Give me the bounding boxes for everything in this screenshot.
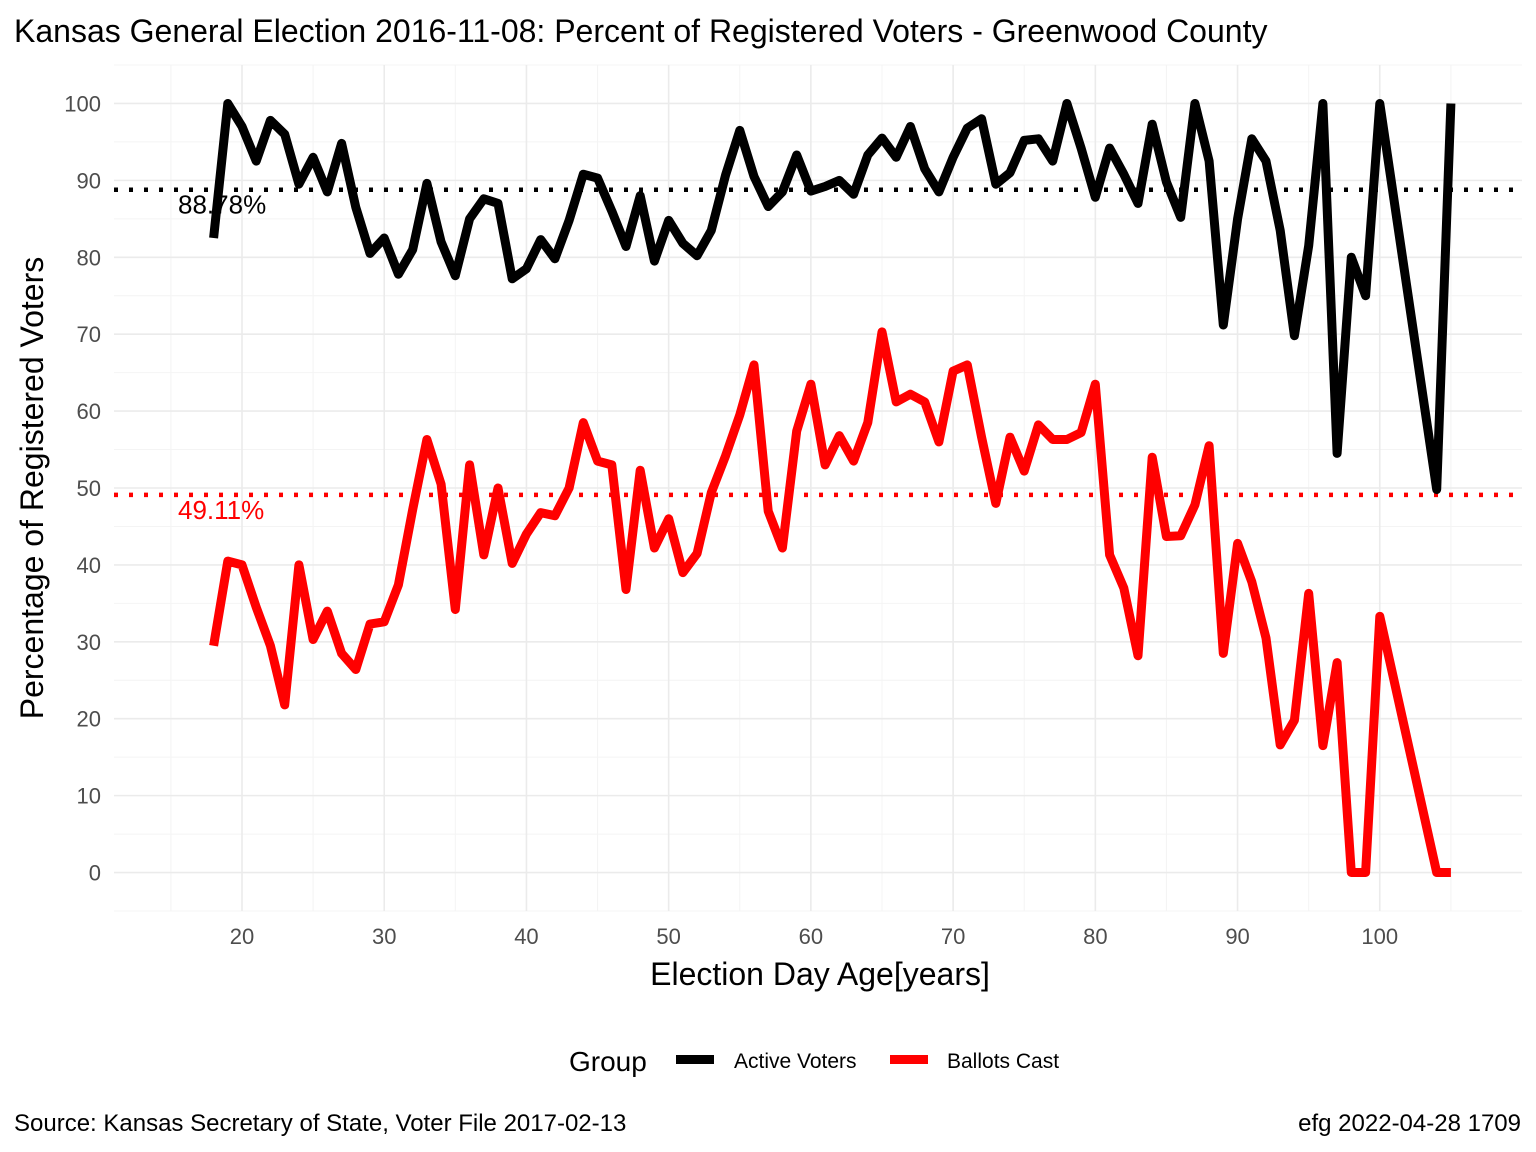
x-tick-label: 50 xyxy=(656,924,680,949)
legend-title: Group xyxy=(569,1046,647,1077)
y-tick-label: 100 xyxy=(64,91,101,116)
x-tick-label: 30 xyxy=(372,924,396,949)
y-axis-title: Percentage of Registered Voters xyxy=(14,257,50,720)
credit-caption: efg 2022-04-28 1709 xyxy=(1298,1110,1521,1137)
legend-key-active-voters xyxy=(676,1055,714,1064)
y-axis-tick-labels: 0 10 20 30 40 50 60 70 80 90 100 xyxy=(64,91,101,885)
y-tick-label: 10 xyxy=(77,784,101,809)
x-tick-label: 60 xyxy=(799,924,823,949)
y-tick-label: 30 xyxy=(77,630,101,655)
active-voters-line xyxy=(209,99,1456,494)
x-tick-label: 70 xyxy=(941,924,965,949)
x-tick-label: 20 xyxy=(230,924,254,949)
gridlines xyxy=(114,64,1522,912)
y-tick-label: 70 xyxy=(77,322,101,347)
ballots-cast-line xyxy=(209,327,1451,877)
reference-label-1: 49.11% xyxy=(178,495,264,525)
y-tick-label: 80 xyxy=(77,245,101,270)
series-lines xyxy=(209,99,1456,877)
y-tick-label: 20 xyxy=(77,707,101,732)
y-tick-label: 50 xyxy=(77,476,101,501)
x-tick-label: 80 xyxy=(1083,924,1107,949)
x-axis-tick-labels: 20 30 40 50 60 70 80 90 100 xyxy=(230,924,1398,949)
legend-key-ballots-cast xyxy=(890,1055,928,1064)
source-caption: Source: Kansas Secretary of State, Voter… xyxy=(14,1110,626,1137)
reference-label-0: 88.78% xyxy=(178,190,266,220)
reference-lines xyxy=(114,187,1522,498)
plot-panel: 88.78% 49.11% xyxy=(114,64,1522,912)
legend: Group Active Voters Ballots Cast xyxy=(569,1046,1059,1077)
legend-label-active-voters: Active Voters xyxy=(734,1050,857,1073)
legend-label-ballots-cast: Ballots Cast xyxy=(947,1050,1059,1073)
chart-title: Kansas General Election 2016-11-08: Perc… xyxy=(14,13,1267,49)
y-tick-label: 60 xyxy=(77,399,101,424)
y-tick-label: 90 xyxy=(77,168,101,193)
x-axis-title: Election Day Age[years] xyxy=(650,956,990,992)
x-tick-label: 100 xyxy=(1361,924,1398,949)
x-tick-label: 90 xyxy=(1225,924,1249,949)
y-tick-label: 0 xyxy=(89,861,101,886)
y-tick-label: 40 xyxy=(77,553,101,578)
x-tick-label: 40 xyxy=(514,924,538,949)
reference-labels: 88.78% 49.11% xyxy=(178,190,266,525)
